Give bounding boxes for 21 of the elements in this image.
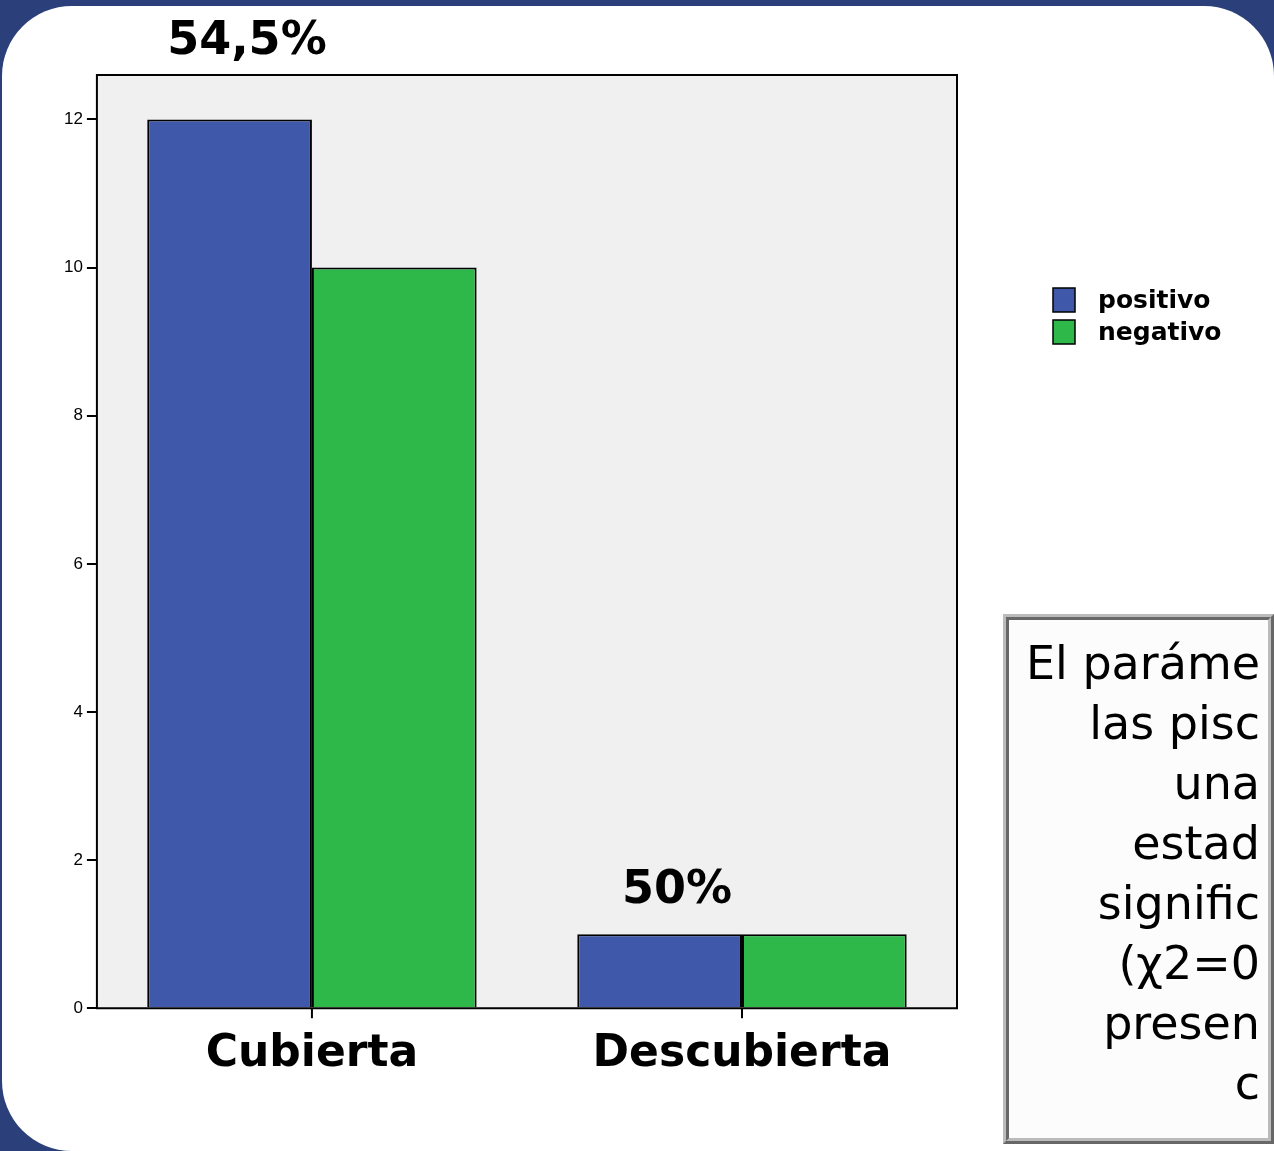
text: las pisc <box>1089 696 1260 750</box>
y-tick-label: 2 <box>73 849 83 869</box>
y-tick-label: 4 <box>73 701 83 721</box>
legend-label: positivo <box>1098 284 1211 314</box>
text: 54,5% <box>167 10 327 65</box>
y-tick-label: 0 <box>73 997 83 1017</box>
y-tick-label: 6 <box>73 553 83 573</box>
y-tick-label: 10 <box>63 257 83 277</box>
text: presen <box>1103 996 1260 1050</box>
x-tick-label: Descubierta <box>592 1025 892 1077</box>
text: estad <box>1132 816 1260 870</box>
text: El paráme <box>1025 636 1260 690</box>
y-tick-label: 12 <box>63 109 83 129</box>
text: una <box>1173 756 1260 810</box>
text: (χ2=0 <box>1118 936 1260 990</box>
annotation: 50% <box>621 860 733 915</box>
legend-label: negativo <box>1098 316 1222 346</box>
text: signific <box>1097 876 1260 930</box>
y-tick-label: 8 <box>73 405 83 425</box>
x-tick-label: Cubierta <box>205 1025 419 1077</box>
text: c <box>1234 1056 1260 1110</box>
